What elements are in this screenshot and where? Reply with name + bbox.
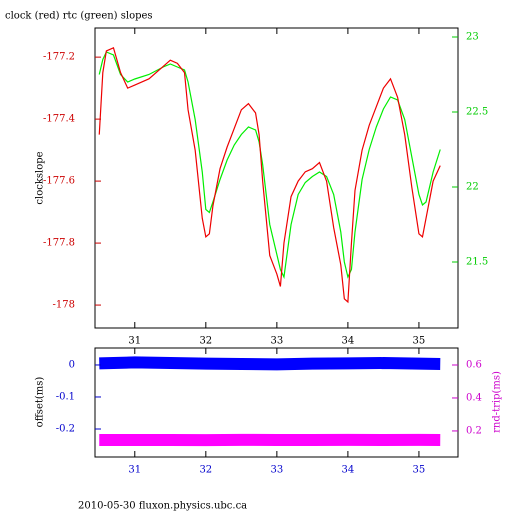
y2-axis-label: rnd-trip(ms)	[492, 371, 503, 433]
x-tick-label: 31	[128, 465, 141, 476]
y-tick-label: -0.2	[56, 423, 75, 434]
x-tick-label: 32	[199, 465, 212, 476]
x-tick-label: 33	[270, 336, 283, 347]
y-tick-label: -177.8	[43, 238, 75, 249]
data-line	[98, 51, 441, 280]
y2-tick-label: 22	[466, 182, 479, 193]
data-line	[99, 356, 441, 371]
y2-tick-label: 21.5	[466, 257, 488, 268]
y-tick-label: -178	[53, 300, 75, 311]
chart-title: clock (red) rtc (green) slopes	[5, 11, 153, 22]
y2-tick-label: 0.6	[466, 359, 482, 370]
x-tick-label: 35	[413, 336, 426, 347]
y2-tick-label: 23	[466, 32, 479, 43]
x-tick-label: 31	[128, 336, 141, 347]
x-tick-label: 34	[342, 465, 355, 476]
y2-tick-label: 0.2	[466, 425, 482, 436]
x-tick-label: 32	[199, 336, 212, 347]
y-axis-label: offset(ms)	[35, 377, 46, 428]
data-line	[98, 47, 441, 304]
y2-tick-label: 22.5	[466, 107, 488, 118]
y-tick-label: 0	[69, 359, 75, 370]
y2-tick-label: 0.4	[466, 392, 482, 403]
y-axis-label: clockslope	[35, 151, 46, 204]
y-tick-label: -177.2	[43, 52, 75, 63]
footer: 2010-05-30 fluxon.physics.ubc.ca	[78, 501, 247, 512]
x-tick-label: 34	[342, 336, 355, 347]
y-tick-label: -177.6	[43, 176, 75, 187]
x-tick-label: 33	[270, 465, 283, 476]
y-tick-label: -0.1	[56, 391, 75, 402]
x-tick-label: 35	[413, 465, 426, 476]
y-tick-label: -177.4	[43, 114, 75, 125]
